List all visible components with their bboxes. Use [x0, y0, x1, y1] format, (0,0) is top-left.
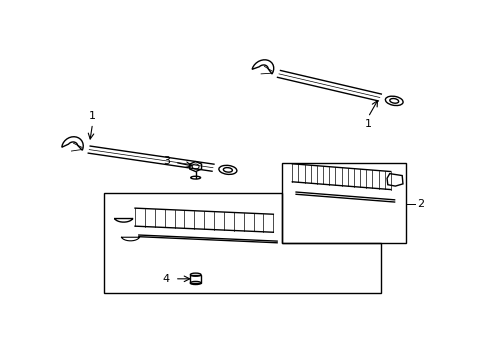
Text: 4: 4	[163, 274, 169, 284]
Text: 1: 1	[364, 120, 371, 130]
Text: 3: 3	[163, 156, 169, 166]
Text: 1: 1	[88, 111, 96, 121]
Text: 2: 2	[416, 199, 424, 209]
